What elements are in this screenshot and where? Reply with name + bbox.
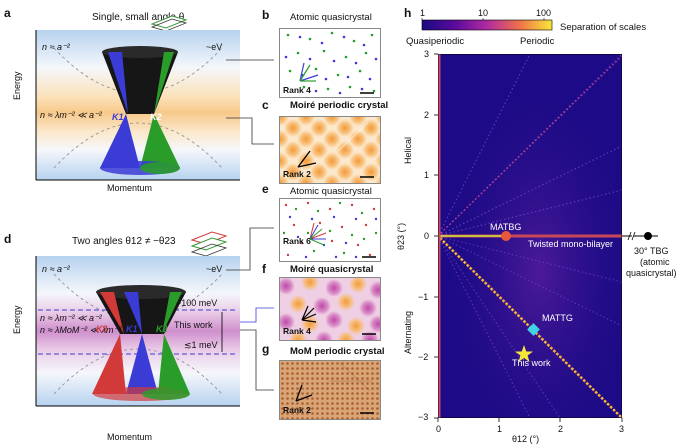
panel-c-title: Moiré periodic crystal — [290, 100, 389, 111]
moire-periodic-crystal — [280, 117, 380, 183]
panel-h-ylabel: θ23 (°) — [396, 222, 406, 250]
panel-d-k2: K2 — [156, 324, 168, 334]
ytick-3: 3 — [424, 49, 430, 59]
panel-a-letter: a — [4, 6, 11, 20]
ytick-m2: −2 — [418, 352, 429, 362]
panel-d-k1: K1 — [126, 324, 138, 334]
panel-d-this-work: This work — [174, 320, 213, 330]
panel-d-letter: d — [4, 232, 12, 246]
matbg-label: MATBG — [490, 222, 522, 232]
panel-h-xlabel: θ12 (°) — [512, 434, 540, 444]
panel-b-letter: b — [262, 8, 270, 22]
single-layer-icon — [150, 15, 188, 32]
panel-a-n-top: n ≈ a⁻² — [42, 42, 70, 52]
colorbar-periodic: Periodic — [520, 36, 555, 47]
dirac-cones-d — [92, 285, 190, 401]
panel-a-title: Single, small angle θ — [92, 12, 185, 23]
alternating-label: Alternating — [403, 310, 413, 354]
atomic-quasicrystal-b — [284, 31, 378, 95]
panel-d-n-top: n ≈ a⁻² — [42, 264, 70, 274]
helical-label: Helical — [403, 136, 413, 164]
panel-d-xlabel: Momentum — [107, 432, 153, 442]
ytick-2: 2 — [424, 110, 430, 120]
tbg30-label-1: 30° TBG — [634, 246, 669, 256]
panel-d-ev: ~eV — [206, 264, 223, 274]
moire-quasicrystal — [280, 278, 380, 340]
panel-f-rank: Rank 4 — [283, 326, 311, 336]
panel-e-image: Rank 6 — [279, 198, 381, 262]
colorbar-quasiperiodic: Quasiperiodic — [406, 36, 465, 47]
mom-periodic-crystal — [280, 361, 380, 419]
panel-f-image: Rank 4 — [279, 277, 381, 341]
panel-c-letter: c — [262, 98, 269, 112]
panel-a-k1: K1 — [112, 112, 124, 122]
panel-d-n-mid1: n ≈ λm⁻² ≪ a⁻² — [40, 313, 102, 323]
xtick-3: 3 — [619, 424, 625, 434]
panel-g-image: Rank 2 — [279, 360, 381, 420]
phase-heatmap — [438, 54, 622, 418]
colorbar-tick-100: 100 — [536, 8, 552, 18]
colorbar — [421, 18, 553, 31]
tbg30-label-2: (atomic — [640, 257, 670, 267]
xtick-0: 0 — [436, 424, 442, 434]
panel-g-title: MoM periodic crystal — [290, 346, 385, 357]
panel-f-title: Moiré quasicrystal — [290, 264, 374, 275]
atomic-quasicrystal-e — [282, 201, 378, 259]
panel-a-xlabel: Momentum — [107, 183, 153, 193]
panel-d-k3: K3 — [96, 324, 108, 334]
panel-g-rank: Rank 2 — [283, 405, 311, 415]
matbg-marker — [501, 231, 511, 241]
tbg30-label-3: quasicrystal) — [626, 268, 677, 278]
panel-a-n-mid: n ≈ λm⁻² ≪ a⁻² — [40, 110, 102, 120]
ytick-0: 0 — [424, 231, 430, 241]
colorbar-tick-1: 1 — [420, 8, 426, 18]
panel-a-ev: ~eV — [206, 42, 223, 52]
panel-d-figure — [35, 256, 240, 407]
twisted-label: Twisted mono-bilayer — [528, 239, 614, 249]
ytick-m1: −1 — [418, 292, 429, 302]
panel-h-letter: h — [404, 6, 412, 20]
panel-a-figure — [35, 30, 240, 181]
ytick-1: 1 — [424, 170, 430, 180]
tbg30-marker — [640, 232, 658, 240]
panel-a-k2: K2 — [150, 112, 162, 122]
panel-c-rank: Rank 2 — [283, 169, 311, 179]
mattg-label: MATTG — [542, 313, 573, 323]
ytick-m3: −3 — [418, 412, 429, 422]
panel-d-mev100: ~100 meV — [176, 298, 218, 308]
panel-d-title: Two angles θ12 ≠ −θ23 — [72, 236, 176, 247]
panel-b-rank: Rank 4 — [283, 85, 311, 95]
panel-d-n-mid2: n ≈ λMoM⁻² ≪ λm⁻² — [40, 325, 122, 335]
thiswork-marker — [515, 345, 533, 362]
panel-d-mev1: ≲1 meV — [184, 340, 218, 350]
colorbar-label: Separation of scales — [560, 22, 647, 33]
thiswork-label: This work — [512, 358, 551, 368]
panel-e-letter: e — [262, 182, 269, 196]
panel-e-rank: Rank 6 — [283, 236, 311, 246]
panel-g-letter: g — [262, 342, 270, 356]
panel-f-letter: f — [262, 262, 266, 276]
panel-d-ylabel: Energy — [12, 305, 22, 334]
panel-c-image: Rank 2 — [279, 116, 381, 184]
xtick-2: 2 — [558, 424, 564, 434]
dirac-cones-a — [100, 46, 180, 175]
panel-b-image: Rank 4 — [279, 28, 381, 98]
panel-a-ylabel: Energy — [12, 71, 22, 100]
panel-h-axes — [434, 53, 646, 422]
panel-e-title: Atomic quasicrystal — [290, 186, 372, 197]
panel-b-title: Atomic quasicrystal — [290, 12, 372, 23]
colorbar-tick-10: 10 — [478, 8, 489, 18]
xtick-1: 1 — [497, 424, 503, 434]
